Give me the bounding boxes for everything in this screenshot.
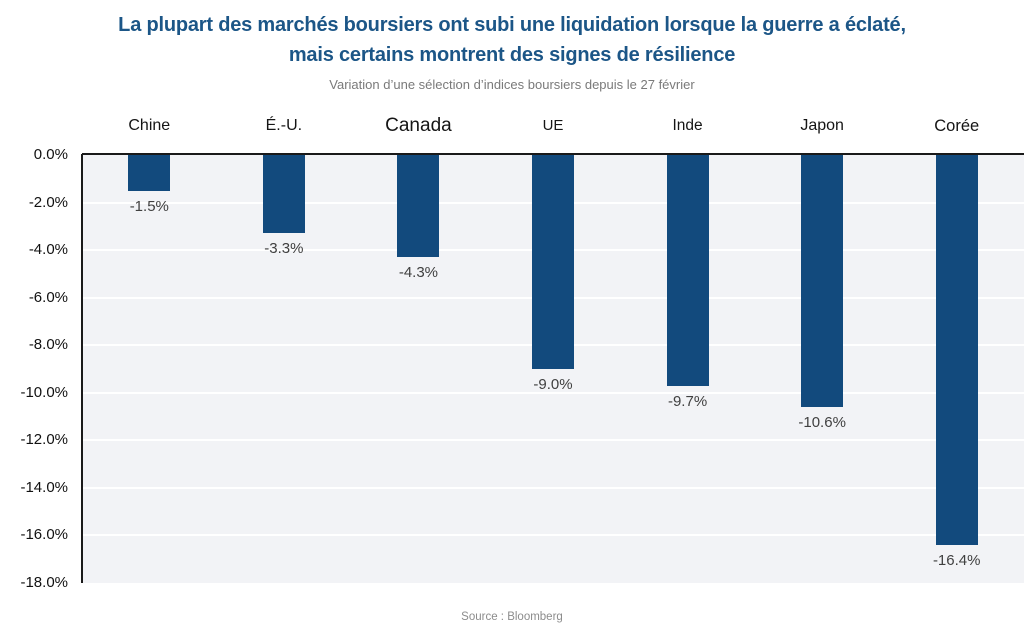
y-axis-tick-label: -18.0% (20, 574, 68, 591)
y-axis-tick-label: -4.0% (28, 241, 68, 259)
chart-title-line1: La plupart des marchés boursiers ont sub… (118, 14, 906, 36)
chart-title: La plupart des marchés boursiers ont sub… (0, 10, 1024, 70)
y-axis-tick-label: -14.0% (20, 478, 68, 496)
bar-value-label: -3.3% (264, 240, 304, 258)
bar-ue (532, 155, 574, 369)
category-label-ue: UE (542, 117, 564, 134)
category-label-inde: Inde (672, 117, 703, 134)
y-axis-tick-label: 0.0% (33, 146, 68, 163)
bar-value-label: -9.7% (667, 392, 708, 410)
gridline (82, 391, 1024, 394)
y-axis-tick-label: -2.0% (28, 193, 68, 211)
plot-area: -1.5% -3.3% -4.3% -9.0% -9.7% -10.6% -16.4% (82, 155, 1024, 583)
gridline (82, 439, 1024, 442)
y-axis-tick-label: -6.0% (28, 288, 68, 306)
bar-inde (666, 155, 709, 386)
y-axis-tick-label: -8.0% (28, 336, 68, 354)
category-label-cor-e: Corée (934, 117, 980, 135)
category-label-canada: Canada (385, 115, 452, 136)
category-label--u-: É.-U. (265, 117, 303, 134)
gridline (82, 486, 1024, 489)
source-note: Source : Bloomberg (461, 611, 563, 623)
category-label-chine: Chine (128, 117, 171, 134)
zero-line (82, 153, 1024, 155)
bar-value-label: -16.4% (932, 551, 981, 569)
bar-cor-e (935, 155, 978, 545)
bar-value-label: -4.3% (398, 264, 439, 282)
y-axis-line (81, 154, 83, 583)
bar-japon (801, 155, 844, 408)
chart-title-line2: mais certains montrent des signes de rés… (288, 44, 736, 66)
bar-canada (397, 155, 440, 258)
bar-value-label: -1.5% (129, 197, 169, 215)
y-axis-tick-label: -10.0% (20, 383, 68, 401)
category-label-japon: Japon (800, 117, 844, 134)
gridline (82, 534, 1024, 537)
bar--u- (262, 155, 305, 234)
y-axis-tick-label: -12.0% (20, 431, 68, 449)
y-axis-tick-label: -16.0% (20, 526, 68, 544)
bar-value-label: -9.0% (533, 376, 573, 393)
bar-value-label: -10.6% (798, 414, 846, 432)
chart-subtitle: Variation d’une sélection d’indices bour… (329, 77, 695, 92)
bar-chine (128, 155, 171, 191)
